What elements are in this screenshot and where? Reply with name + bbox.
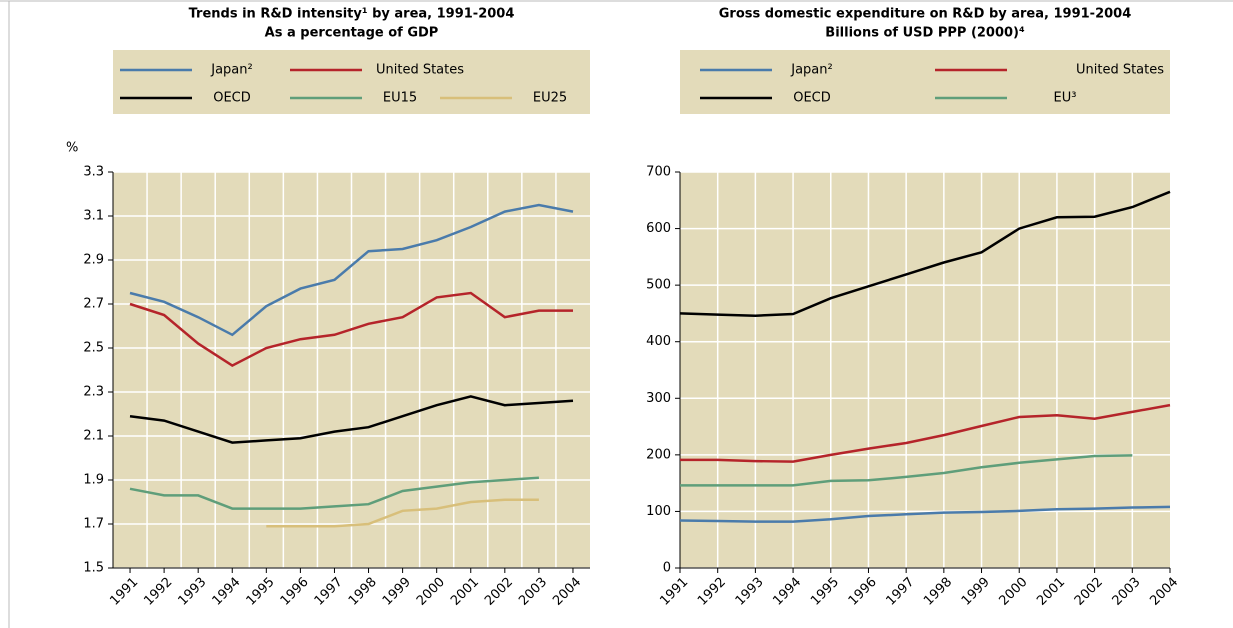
y-axis-label: %	[66, 141, 78, 156]
series-line	[129, 291, 573, 368]
x-tick-label: 1995	[244, 575, 278, 609]
x-tick-label: 2004	[1147, 575, 1181, 609]
y-tick-label: 500	[646, 278, 671, 293]
y-tick-label: 700	[646, 165, 671, 180]
chart-title: Gross domestic expenditure on R&D by are…	[719, 7, 1132, 22]
x-tick-label: 1994	[210, 575, 244, 609]
legend-label: United States	[1076, 63, 1164, 78]
series-line	[129, 203, 574, 337]
x-tick-label: 1998	[921, 575, 955, 609]
x-tick-label: 1995	[808, 575, 842, 609]
x-tick-label: 1992	[695, 575, 729, 609]
x-tick-label: 2004	[550, 575, 584, 609]
series-line	[266, 498, 539, 528]
legend-label: EU15	[383, 91, 417, 106]
y-tick-label: 0	[663, 561, 671, 576]
y-tick-label: 3.1	[83, 209, 104, 224]
x-tick-label: 2001	[1034, 575, 1068, 609]
x-tick-label: 1997	[883, 575, 917, 609]
legend-label: Japan²	[790, 63, 832, 78]
y-tick-label: 100	[646, 504, 671, 519]
chart-subtitle: Billions of USD PPP (2000)⁴	[825, 26, 1025, 41]
chart-subtitle: As a percentage of GDP	[265, 26, 439, 41]
x-tick-label: 2000	[997, 575, 1031, 609]
legend-box	[680, 50, 1170, 114]
y-tick-label: 2.7	[83, 297, 104, 312]
series-line	[680, 454, 1133, 487]
plot-area	[680, 172, 1170, 568]
y-tick-label: 1.7	[83, 517, 104, 532]
series-line	[129, 395, 574, 444]
x-tick-label: 1997	[312, 575, 346, 609]
y-tick-label: 400	[646, 334, 671, 349]
x-tick-label: 1993	[733, 575, 767, 609]
x-tick-label: 2003	[516, 575, 550, 609]
series-line	[679, 505, 1171, 523]
y-tick-label: 2.3	[83, 385, 104, 400]
y-tick-label: 2.5	[83, 341, 104, 356]
legend-label: EU³	[1054, 91, 1077, 106]
x-tick-label: 1994	[770, 575, 804, 609]
x-tick-label: 1996	[278, 575, 312, 609]
y-tick-label: 2.1	[83, 429, 104, 444]
y-tick-label: 2.9	[83, 253, 104, 268]
x-tick-label: 1991	[107, 575, 141, 609]
y-tick-label: 3.3	[83, 165, 104, 180]
x-tick-label: 1993	[175, 575, 209, 609]
x-tick-label: 1998	[346, 575, 380, 609]
x-tick-label: 1999	[959, 575, 993, 609]
series-line	[129, 476, 539, 510]
x-tick-label: 2002	[482, 575, 516, 609]
x-tick-label: 1999	[380, 575, 414, 609]
x-tick-label: 1996	[846, 575, 880, 609]
legend-label: United States	[376, 63, 464, 78]
y-tick-label: 1.9	[83, 473, 104, 488]
y-tick-label: 600	[646, 221, 671, 236]
y-tick-label: 300	[646, 391, 671, 406]
x-tick-label: 1992	[141, 575, 175, 609]
x-tick-label: 2001	[448, 575, 482, 609]
x-tick-label: 2003	[1110, 575, 1144, 609]
legend-label: Japan²	[210, 63, 252, 78]
x-tick-label: 2002	[1072, 575, 1106, 609]
series-line	[680, 403, 1171, 463]
y-tick-label: 1.5	[83, 561, 104, 576]
chart-title: Trends in R&D intensity¹ by area, 1991-2…	[189, 7, 515, 22]
series-line	[679, 190, 1171, 317]
legend-box	[113, 50, 590, 114]
legend-label: EU25	[533, 91, 567, 106]
legend-label: OECD	[793, 91, 831, 106]
legend-label: OECD	[213, 91, 251, 106]
y-tick-label: 200	[646, 447, 671, 462]
x-tick-label: 1991	[657, 575, 691, 609]
x-tick-label: 2000	[414, 575, 448, 609]
